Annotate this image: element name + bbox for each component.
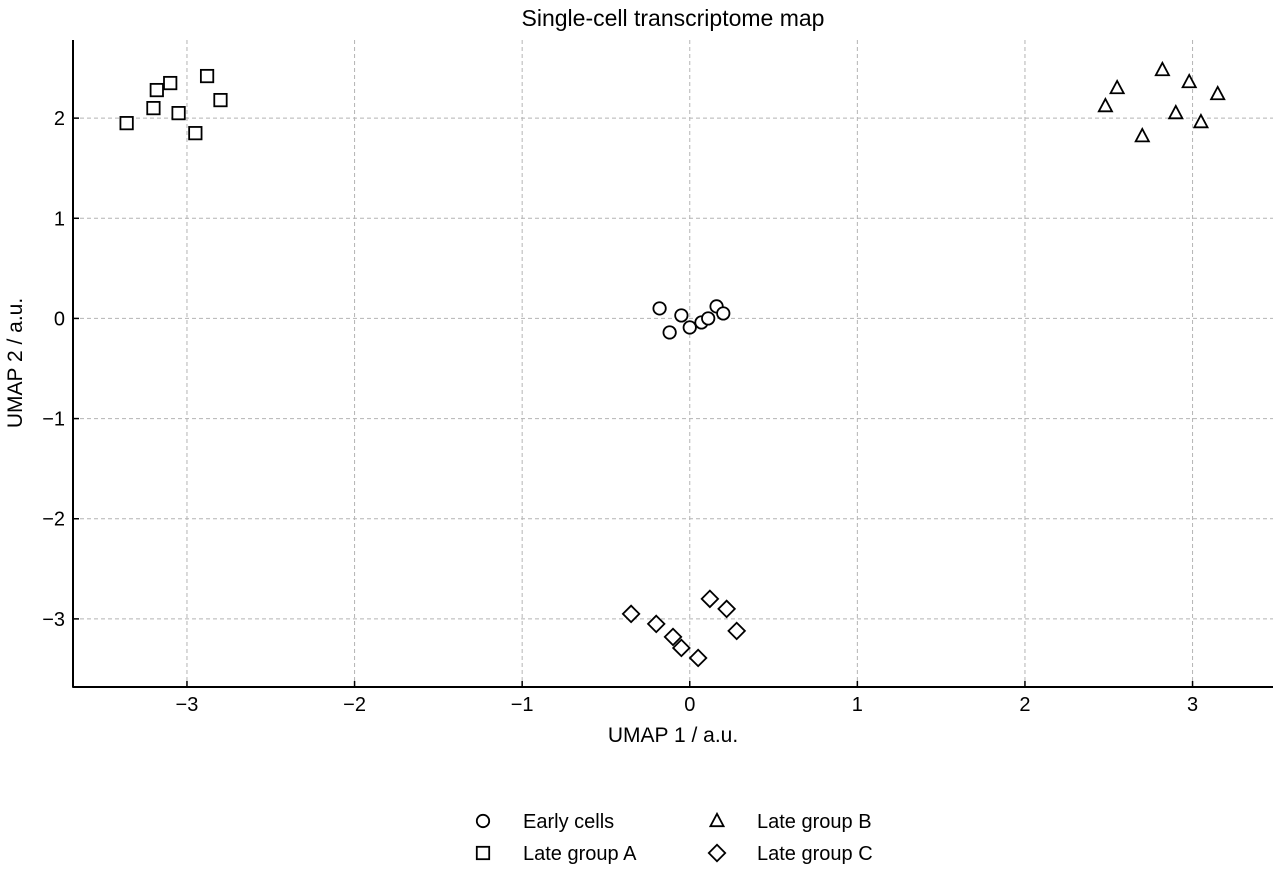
axes (72, 40, 1273, 688)
data-point-diamond (663, 627, 683, 647)
legend-marker-diamond (707, 843, 727, 863)
data-point-diamond (727, 621, 747, 641)
data-point-triangle (1154, 60, 1171, 77)
x-axis-label: UMAP 1 / a.u. (608, 724, 738, 747)
data-point-square (199, 68, 215, 84)
series-square (119, 68, 228, 141)
data-point-square (213, 92, 228, 108)
x-tick-label: −1 (511, 694, 534, 716)
data-point-circle (716, 306, 731, 321)
data-point-square (119, 116, 134, 131)
data-point-diamond (717, 599, 737, 619)
legend-item: Early cells (475, 811, 614, 833)
data-points (119, 60, 1226, 668)
x-tick-label: 2 (1019, 694, 1030, 716)
data-point-circle (662, 325, 677, 340)
y-tick-label: −1 (42, 409, 65, 431)
x-tick-label: 3 (1187, 694, 1198, 716)
series-circle (652, 299, 731, 340)
data-point-square (171, 106, 186, 121)
data-point-circle (652, 301, 667, 316)
data-point-circle (674, 308, 689, 323)
series-diamond (621, 589, 747, 668)
legend-label: Late group B (757, 811, 872, 833)
data-point-diamond (700, 589, 720, 609)
data-point-triangle (1192, 113, 1210, 129)
y-axis-label: UMAP 2 / a.u. (4, 298, 27, 428)
data-point-diamond (621, 604, 641, 624)
x-axis-ticks: −3 −2 −1 0 1 2 3 (176, 681, 1198, 716)
legend-item: Late group C (707, 843, 873, 865)
legend-marker-triangle (708, 811, 726, 828)
grid (73, 40, 1273, 687)
x-tick-label: 0 (684, 694, 695, 716)
data-point-triangle (1097, 96, 1114, 113)
data-point-circle (682, 320, 697, 335)
data-point-triangle (1109, 78, 1126, 95)
legend-label: Late group A (523, 843, 637, 865)
legend-item: Late group B (708, 811, 872, 833)
legend-item: Late group A (475, 843, 637, 865)
legend-marker-square (475, 845, 491, 861)
data-point-triangle (1167, 103, 1184, 120)
data-point-triangle (1181, 72, 1198, 89)
legend: Early cells Late group A Late group B Late … (475, 811, 873, 865)
y-tick-label: 1 (54, 208, 65, 230)
legend-marker-circle (475, 813, 491, 829)
y-axis-ticks: −3 −2 −1 0 1 2 (42, 108, 79, 631)
data-point-square (149, 82, 164, 98)
data-point-diamond (646, 614, 666, 634)
data-point-diamond (688, 648, 708, 668)
y-tick-label: −3 (42, 609, 65, 631)
series-triangle (1097, 60, 1226, 143)
data-point-square (163, 75, 178, 91)
y-tick-label: 2 (54, 108, 65, 130)
data-point-triangle (1134, 127, 1151, 143)
legend-label: Late group C (757, 843, 873, 865)
data-point-square (146, 101, 161, 116)
x-tick-label: 1 (852, 694, 863, 716)
legend-label: Early cells (523, 811, 614, 833)
x-tick-label: −3 (176, 694, 199, 716)
data-point-circle (701, 311, 716, 326)
data-point-triangle (1209, 84, 1226, 101)
y-tick-label: 0 (54, 308, 65, 330)
y-tick-label: −2 (42, 509, 65, 531)
chart-title: Single-cell transcriptome map (522, 5, 825, 31)
data-point-diamond (671, 638, 691, 658)
x-tick-label: −2 (343, 694, 366, 716)
data-point-square (188, 126, 203, 141)
